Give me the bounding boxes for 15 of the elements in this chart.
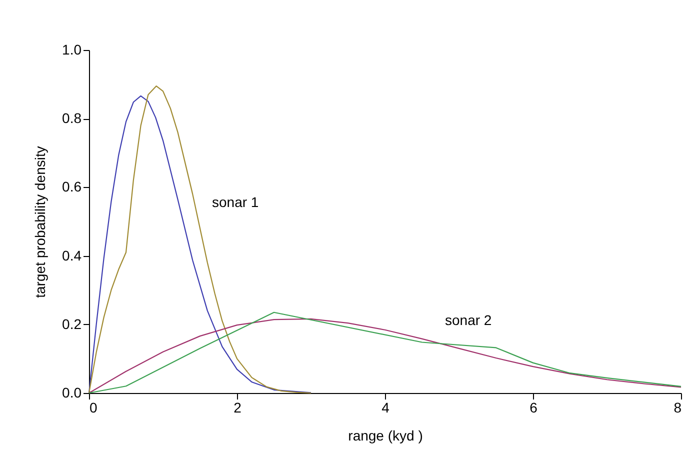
x-tick-label: 8 (674, 400, 682, 416)
y-axis-title: target probability density (32, 146, 48, 298)
x-tick-label: 6 (530, 400, 538, 416)
y-tick-label: 0.4 (62, 247, 82, 264)
x-tick-label: 2 (234, 400, 242, 416)
y-tick-label: 0.2 (62, 316, 82, 332)
y-tick-label: 0.8 (62, 110, 82, 126)
annotation: sonar 1 (212, 194, 259, 210)
x-tick-label: 0 (90, 400, 98, 416)
y-tick-label: 0.6 (62, 178, 82, 195)
x-axis-title: range (kyd ) (348, 428, 423, 444)
y-tick-label: 0.0 (62, 384, 82, 400)
y-tick-label: 1.0 (62, 42, 82, 58)
x-tick-label: 4 (382, 400, 390, 416)
annotation: sonar 2 (445, 312, 492, 328)
